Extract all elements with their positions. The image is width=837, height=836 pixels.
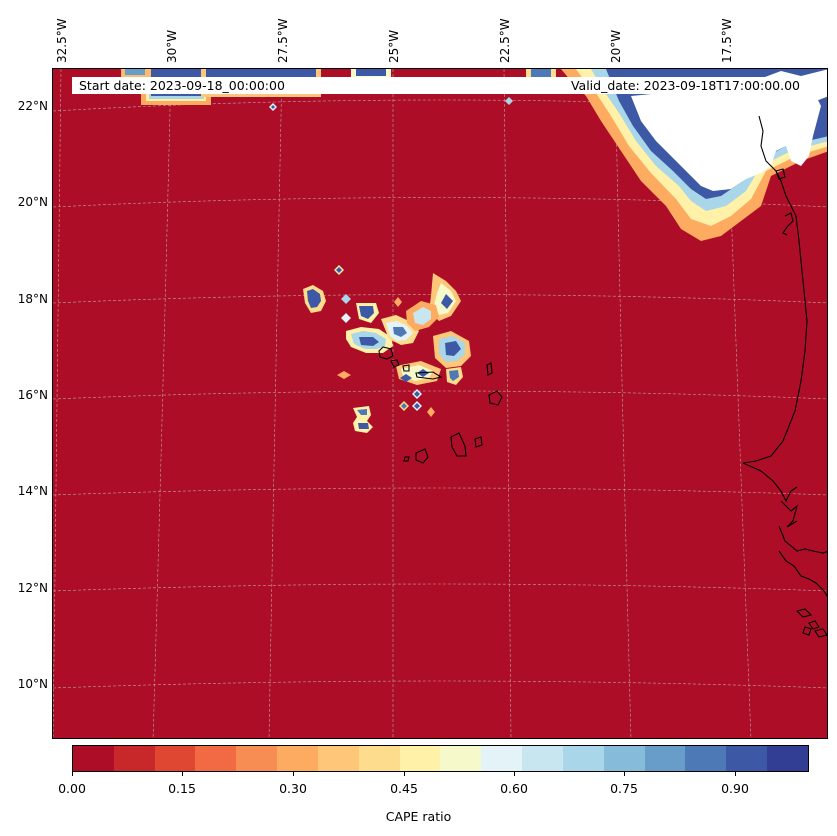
colorbar-tick <box>182 772 183 776</box>
colorbar <box>72 745 809 772</box>
lat-label-16n: 16°N <box>17 388 48 402</box>
colorbar-tick-label: 0.90 <box>721 781 749 796</box>
colorbar-bin-3 <box>195 746 237 771</box>
colorbar-bin-15 <box>685 746 727 771</box>
colorbar-tick-label: 0.30 <box>279 781 307 796</box>
colorbar-bin-7 <box>358 746 400 771</box>
colorbar-tick-label: 0.15 <box>168 781 196 796</box>
map-canvas <box>53 69 827 738</box>
colorbar-tick-label: 0.75 <box>610 781 638 796</box>
lon-label-17-5w: 17.5°W <box>720 18 734 63</box>
colorbar-bin-4 <box>236 746 278 771</box>
colorbar-tick-label: 0.60 <box>500 781 528 796</box>
colorbar-tick <box>624 772 625 776</box>
colorbar-bin-12 <box>562 746 604 771</box>
colorbar-bin-11 <box>522 746 563 771</box>
lon-label-20w: 20°W <box>609 29 623 63</box>
colorbar-bin-5 <box>277 746 318 771</box>
cape-field-topright <box>561 69 827 241</box>
cape-field-islands <box>303 265 471 433</box>
colorbar-bin-1 <box>113 746 155 771</box>
colorbar-bin-2 <box>154 746 196 771</box>
lon-label-22-5w: 22.5°W <box>498 18 512 63</box>
lat-label-12n: 12°N <box>17 581 48 595</box>
lon-label-30w: 30°W <box>165 29 179 63</box>
valid-date-label: Valid_date: 2023-09-18T17:00:00.00 <box>570 78 800 93</box>
colorbar-tick <box>72 772 73 776</box>
colorbar-bin-16 <box>726 746 768 771</box>
lat-label-10n: 10°N <box>17 677 48 691</box>
colorbar-tick <box>404 772 405 776</box>
lon-label-32-5w: 32.5°W <box>55 18 69 63</box>
coastlines <box>378 115 827 638</box>
colorbar-bin-17 <box>767 746 808 771</box>
colorbar-bin-0 <box>73 746 114 771</box>
lon-label-25w: 25°W <box>387 29 401 63</box>
start-date-label: Start date: 2023-09-18_00:00:00 <box>79 78 285 93</box>
date-banner <box>72 77 808 94</box>
lat-label-20n: 20°N <box>17 195 48 209</box>
colorbar-tick <box>514 772 515 776</box>
colorbar-bin-14 <box>644 746 686 771</box>
colorbar-tick-label: 0.00 <box>58 781 86 796</box>
colorbar-tick <box>735 772 736 776</box>
colorbar-bin-8 <box>399 746 441 771</box>
lat-label-14n: 14°N <box>17 484 48 498</box>
map-plot-area <box>52 68 828 739</box>
colorbar-bin-9 <box>440 746 482 771</box>
colorbar-bin-6 <box>317 746 359 771</box>
colorbar-bin-10 <box>481 746 523 771</box>
lon-label-27-5w: 27.5°W <box>276 18 290 63</box>
lat-label-22n: 22°N <box>17 99 48 113</box>
colorbar-bin-13 <box>603 746 645 771</box>
colorbar-tick <box>293 772 294 776</box>
lat-label-18n: 18°N <box>17 292 48 306</box>
colorbar-tick-label: 0.45 <box>390 781 418 796</box>
colorbar-title: CAPE ratio <box>385 809 452 824</box>
